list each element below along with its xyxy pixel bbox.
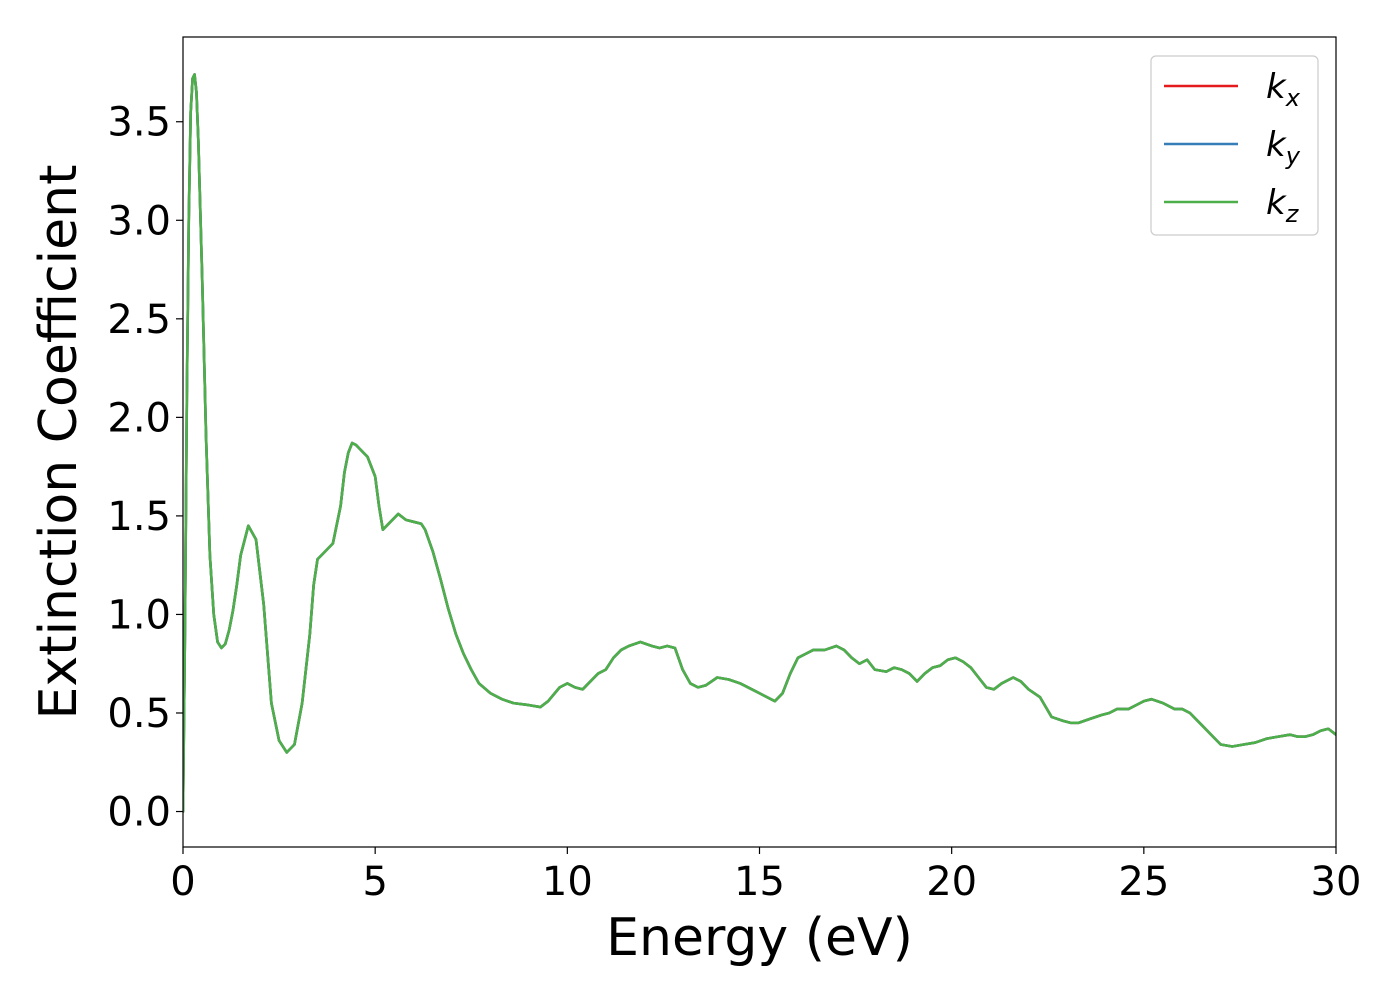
x-tick-label: 15 (734, 859, 785, 905)
x-tick-label: 20 (926, 859, 977, 905)
y-axis-title: Extinction Coefficient (29, 165, 89, 720)
legend-box (1150, 55, 1319, 236)
x-tick-label: 25 (1118, 859, 1169, 905)
y-tick-label: 1.5 (107, 494, 171, 540)
y-tick-label: 3.5 (107, 100, 171, 146)
x-tick-label: 10 (542, 859, 593, 905)
x-tick-label: 5 (362, 859, 387, 905)
y-axis: 0.0 0.5 1.0 1.5 2.0 2.5 3.0 3.5 (107, 100, 183, 836)
x-axis-title: Energy (eV) (606, 908, 913, 968)
x-axis: 0 5 10 15 20 25 30 (170, 847, 1361, 905)
x-tick-label: 30 (1311, 859, 1362, 905)
y-tick-label: 0.5 (107, 691, 171, 737)
y-tick-label: 2.0 (107, 395, 171, 441)
y-tick-label: 3.0 (107, 198, 171, 244)
y-tick-label: 1.0 (107, 592, 171, 638)
series-layer (183, 73, 1336, 813)
series-line-kz (183, 73, 1336, 813)
y-tick-label: 2.5 (107, 297, 171, 343)
x-tick-label: 0 (170, 859, 195, 905)
y-tick-label: 0.0 (107, 790, 171, 836)
